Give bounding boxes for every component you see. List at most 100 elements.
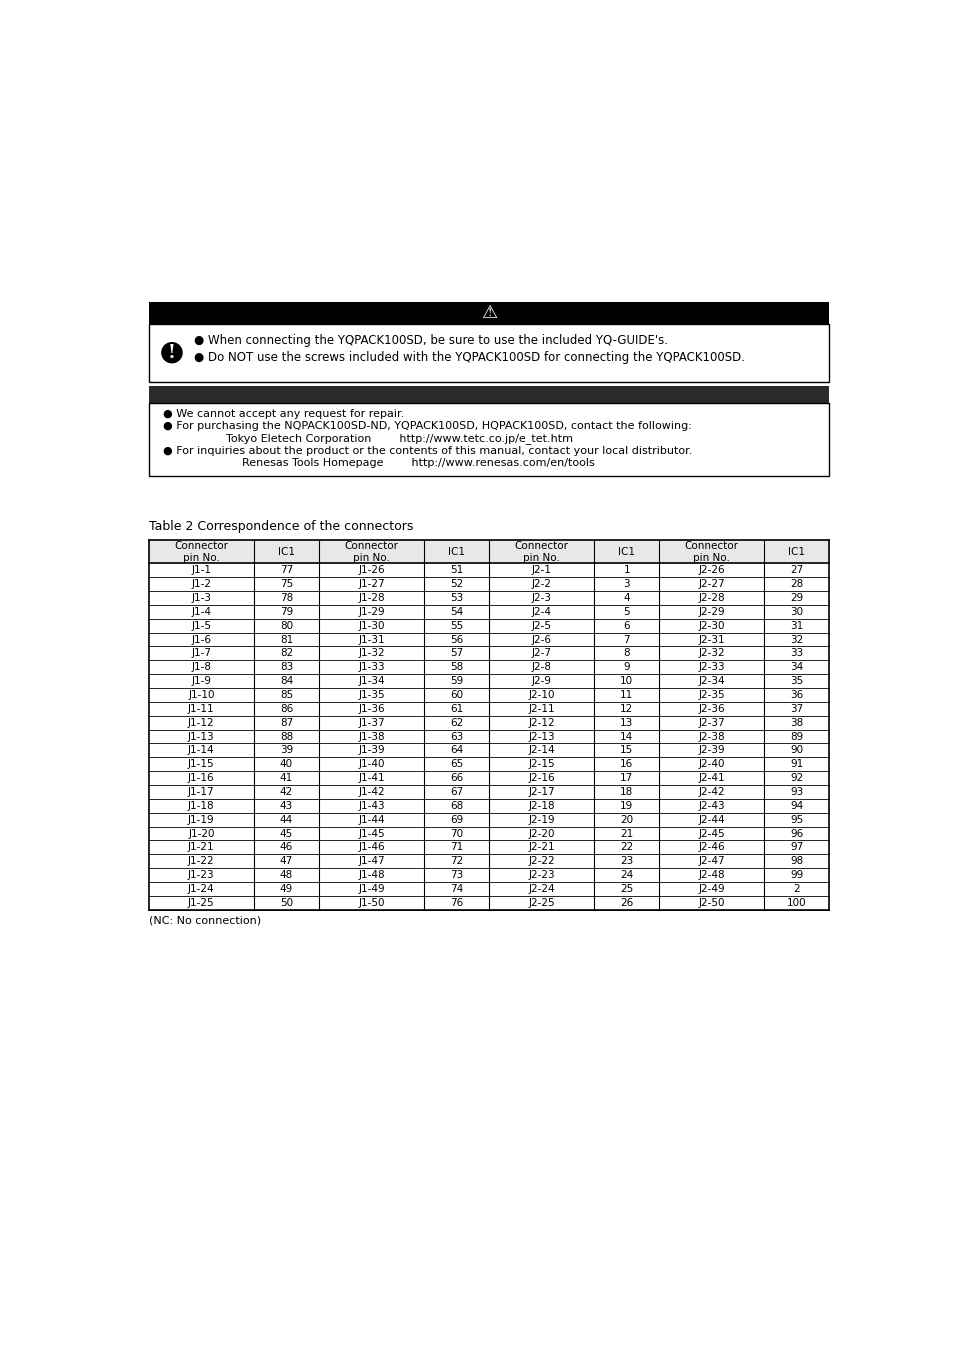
Text: J1-13: J1-13	[188, 731, 214, 742]
Text: J1-40: J1-40	[357, 759, 384, 769]
Text: 19: 19	[619, 801, 633, 811]
Text: 3: 3	[622, 580, 629, 589]
Text: J2-48: J2-48	[698, 870, 724, 880]
Text: J1-37: J1-37	[357, 717, 384, 728]
Text: 49: 49	[279, 884, 293, 894]
Text: J2-32: J2-32	[698, 648, 724, 658]
Text: 2: 2	[793, 884, 800, 894]
Text: J1-3: J1-3	[192, 593, 212, 603]
Text: 38: 38	[789, 717, 802, 728]
Text: J2-46: J2-46	[698, 843, 724, 852]
Text: J1-15: J1-15	[188, 759, 214, 769]
Text: 51: 51	[450, 565, 462, 576]
Text: 32: 32	[789, 635, 802, 644]
Text: 16: 16	[619, 759, 633, 769]
Bar	[149, 540, 828, 563]
Text: J2-49: J2-49	[698, 884, 724, 894]
Text: 11: 11	[619, 690, 633, 700]
Text: J1-45: J1-45	[357, 828, 384, 839]
Text: 37: 37	[789, 704, 802, 713]
Text: 93: 93	[789, 788, 802, 797]
Text: J1-47: J1-47	[357, 857, 384, 866]
Text: 97: 97	[789, 843, 802, 852]
Text: 84: 84	[279, 676, 293, 686]
Text: J1-18: J1-18	[188, 801, 214, 811]
Text: 81: 81	[279, 635, 293, 644]
Text: 31: 31	[789, 620, 802, 631]
Text: 95: 95	[789, 815, 802, 824]
Text: J1-46: J1-46	[357, 843, 384, 852]
Text: J2-2: J2-2	[531, 580, 551, 589]
Text: J2-3: J2-3	[531, 593, 551, 603]
Text: J1-8: J1-8	[192, 662, 212, 673]
Bar	[149, 303, 828, 324]
Text: J1-42: J1-42	[357, 788, 384, 797]
Text: 12: 12	[619, 704, 633, 713]
Text: 90: 90	[789, 746, 802, 755]
Text: J1-7: J1-7	[192, 648, 212, 658]
Text: 20: 20	[619, 815, 633, 824]
Text: 99: 99	[789, 870, 802, 880]
Text: J2-8: J2-8	[531, 662, 551, 673]
Text: J1-27: J1-27	[357, 580, 384, 589]
Text: J1-28: J1-28	[357, 593, 384, 603]
Text: 59: 59	[450, 676, 462, 686]
Text: 82: 82	[279, 648, 293, 658]
Text: 68: 68	[450, 801, 462, 811]
Text: 54: 54	[450, 607, 462, 617]
Text: 70: 70	[450, 828, 462, 839]
Text: 6: 6	[622, 620, 629, 631]
Text: 46: 46	[279, 843, 293, 852]
Text: J2-4: J2-4	[531, 607, 551, 617]
Text: 1: 1	[622, 565, 629, 576]
Text: 98: 98	[789, 857, 802, 866]
Text: J2-44: J2-44	[698, 815, 724, 824]
Text: 63: 63	[450, 731, 462, 742]
Text: J2-40: J2-40	[698, 759, 724, 769]
Text: 45: 45	[279, 828, 293, 839]
Text: Tokyo Eletech Corporation        http://www.tetc.co.jp/e_tet.htm: Tokyo Eletech Corporation http://www.tet…	[226, 434, 573, 444]
Text: 88: 88	[279, 731, 293, 742]
Text: J2-25: J2-25	[528, 898, 555, 908]
Text: J2-20: J2-20	[528, 828, 555, 839]
Text: J1-29: J1-29	[357, 607, 384, 617]
Text: 10: 10	[619, 676, 633, 686]
Text: Connector
pin No.: Connector pin No.	[174, 540, 228, 562]
Text: ● For purchasing the NQPACK100SD-ND, YQPACK100SD, HQPACK100SD, contact the follo: ● For purchasing the NQPACK100SD-ND, YQP…	[162, 422, 691, 431]
Text: 67: 67	[450, 788, 462, 797]
Text: Renesas Tools Homepage        http://www.renesas.com/en/tools: Renesas Tools Homepage http://www.renesa…	[241, 458, 594, 469]
Text: Table 2 Correspondence of the connectors: Table 2 Correspondence of the connectors	[149, 520, 413, 532]
Text: 34: 34	[789, 662, 802, 673]
Text: 73: 73	[450, 870, 462, 880]
Text: J2-5: J2-5	[531, 620, 551, 631]
Text: IC1: IC1	[618, 547, 635, 557]
Text: Connector
pin No.: Connector pin No.	[684, 540, 738, 562]
Text: 76: 76	[450, 898, 462, 908]
Text: 85: 85	[279, 690, 293, 700]
Text: 39: 39	[279, 746, 293, 755]
Text: IC1: IC1	[277, 547, 294, 557]
Text: Connector
pin No.: Connector pin No.	[514, 540, 568, 562]
Text: 18: 18	[619, 788, 633, 797]
Text: J2-34: J2-34	[698, 676, 724, 686]
Text: 23: 23	[619, 857, 633, 866]
Text: 33: 33	[789, 648, 802, 658]
Text: 56: 56	[450, 635, 462, 644]
Text: 83: 83	[279, 662, 293, 673]
Text: J1-21: J1-21	[188, 843, 214, 852]
Text: 96: 96	[789, 828, 802, 839]
Text: J2-16: J2-16	[528, 773, 555, 784]
Text: 43: 43	[279, 801, 293, 811]
Text: 77: 77	[279, 565, 293, 576]
Bar	[149, 386, 828, 403]
Text: J1-10: J1-10	[188, 690, 214, 700]
Text: 15: 15	[619, 746, 633, 755]
Text: 79: 79	[279, 607, 293, 617]
Text: J1-23: J1-23	[188, 870, 214, 880]
Text: J2-19: J2-19	[528, 815, 555, 824]
Text: 14: 14	[619, 731, 633, 742]
Text: J2-29: J2-29	[698, 607, 724, 617]
Text: J2-27: J2-27	[698, 580, 724, 589]
Text: J2-28: J2-28	[698, 593, 724, 603]
Text: J1-44: J1-44	[357, 815, 384, 824]
